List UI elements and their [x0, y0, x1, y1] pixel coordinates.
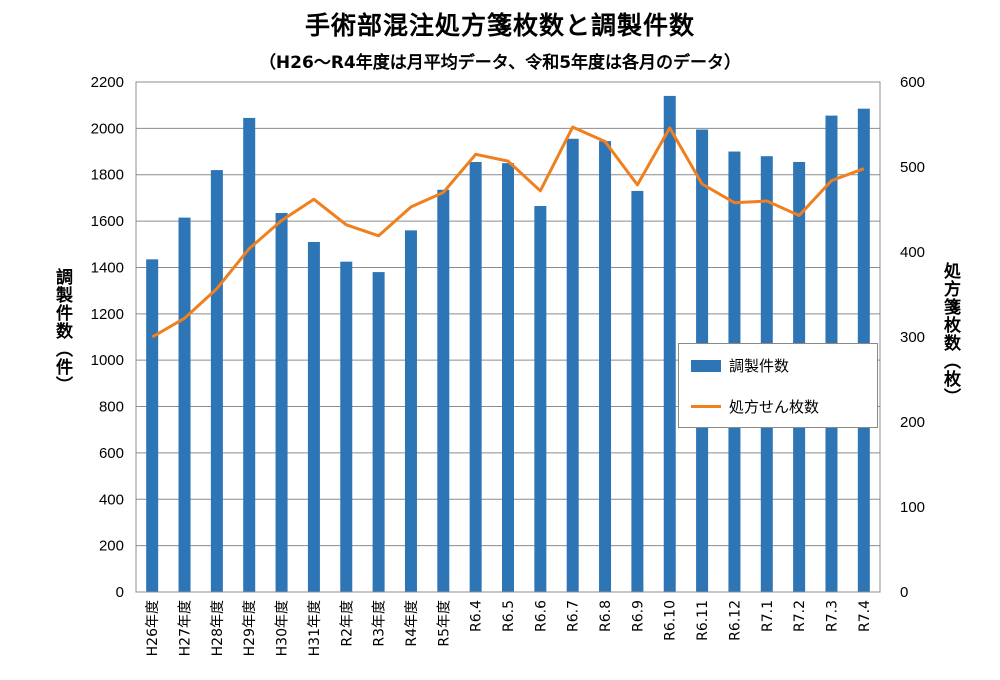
- y-left-tick-label: 800: [99, 399, 124, 416]
- line-series: [151, 125, 865, 339]
- bar: [146, 259, 159, 592]
- x-tick-label: R6.11: [695, 600, 711, 641]
- y-left-tick-label: 1000: [91, 352, 124, 369]
- x-tick-label: R3年度: [372, 600, 388, 647]
- y-left-tick-label: 1600: [91, 213, 124, 230]
- x-tick-label: H29年度: [242, 600, 258, 656]
- bar: [275, 212, 288, 592]
- bar: [469, 161, 482, 592]
- x-tick-label: R6.5: [501, 600, 517, 632]
- bar: [372, 272, 385, 592]
- legend-item-bars: 調製件数: [691, 355, 789, 376]
- y-right-axis-label: 処方箋枚数（枚）: [940, 262, 960, 406]
- x-tick-label: R5年度: [436, 600, 452, 647]
- y-left-tick-label: 600: [99, 445, 124, 462]
- x-tick-label: R6.7: [566, 600, 582, 632]
- x-tick-label: R7.2: [792, 600, 808, 632]
- chart-subtitle: （H26～R4年度は月平均データ、令和5年度は各月のデータ）: [258, 53, 742, 73]
- x-tick-label: R7.1: [760, 600, 776, 632]
- bar: [340, 261, 353, 592]
- x-tick-label: R6.8: [598, 600, 614, 632]
- legend-item-line: 処方せん枚数: [691, 396, 819, 417]
- x-tick-label: R6.12: [727, 600, 743, 641]
- bar: [210, 170, 223, 592]
- y-right-tick-label: 100: [900, 499, 925, 516]
- y-right-tick-label: 0: [900, 584, 908, 601]
- x-tick-label: R6.6: [533, 600, 549, 632]
- x-tick-label: R6.10: [663, 600, 679, 641]
- chart-title: 手術部混注処方箋枚数と調製件数: [304, 11, 695, 40]
- y-left-tick-label: 200: [99, 538, 124, 555]
- legend-swatch-line: [691, 405, 721, 408]
- legend: 調製件数 処方せん枚数: [678, 343, 878, 428]
- x-tick-label: H31年度: [307, 600, 323, 656]
- x-tick-label: H26年度: [145, 600, 161, 656]
- y-left-tick-label: 1800: [91, 167, 124, 184]
- bar: [178, 217, 191, 592]
- y-right-tick-label: 500: [900, 159, 925, 176]
- legend-label-bars: 調製件数: [729, 357, 790, 375]
- axes: 0200400600800100012001400160018002000220…: [91, 74, 925, 656]
- y-left-axis-label: 調製件数（件）: [52, 268, 72, 394]
- bar: [502, 163, 514, 593]
- y-right-tick-label: 300: [900, 329, 925, 346]
- bar: [437, 189, 450, 592]
- bar: [404, 230, 417, 592]
- y-right-tick-label: 200: [900, 414, 925, 431]
- bar: [663, 95, 676, 592]
- bar: [631, 190, 644, 593]
- bar: [566, 138, 579, 592]
- y-left-tick-label: 0: [116, 584, 124, 601]
- legend-swatch-bar: [691, 359, 721, 372]
- bar: [243, 117, 256, 592]
- y-left-tick-label: 1200: [91, 306, 124, 323]
- line-series-path: [151, 125, 865, 339]
- x-tick-label: R7.3: [824, 600, 840, 632]
- x-tick-label: R2年度: [339, 600, 355, 647]
- y-left-tick-label: 2200: [91, 74, 124, 91]
- bar-series: [146, 95, 870, 593]
- x-tick-label: R7.4: [857, 600, 873, 632]
- y-right-tick-label: 600: [900, 74, 925, 91]
- y-left-tick-label: 400: [99, 491, 124, 508]
- y-left-tick-label: 2000: [91, 120, 124, 137]
- y-right-tick-label: 400: [900, 244, 925, 261]
- bar: [599, 141, 612, 592]
- x-tick-label: H28年度: [210, 600, 226, 656]
- legend-label-line: 処方せん枚数: [729, 398, 820, 416]
- plot-area-border: [135, 81, 881, 593]
- y-left-tick-label: 1400: [91, 259, 124, 276]
- x-tick-label: R4年度: [404, 600, 420, 647]
- x-tick-label: R6.4: [469, 600, 485, 632]
- x-tick-label: H30年度: [275, 600, 291, 656]
- bar: [534, 206, 547, 593]
- x-tick-label: R6.9: [630, 600, 646, 632]
- bar: [307, 241, 320, 593]
- x-tick-label: H27年度: [178, 600, 194, 656]
